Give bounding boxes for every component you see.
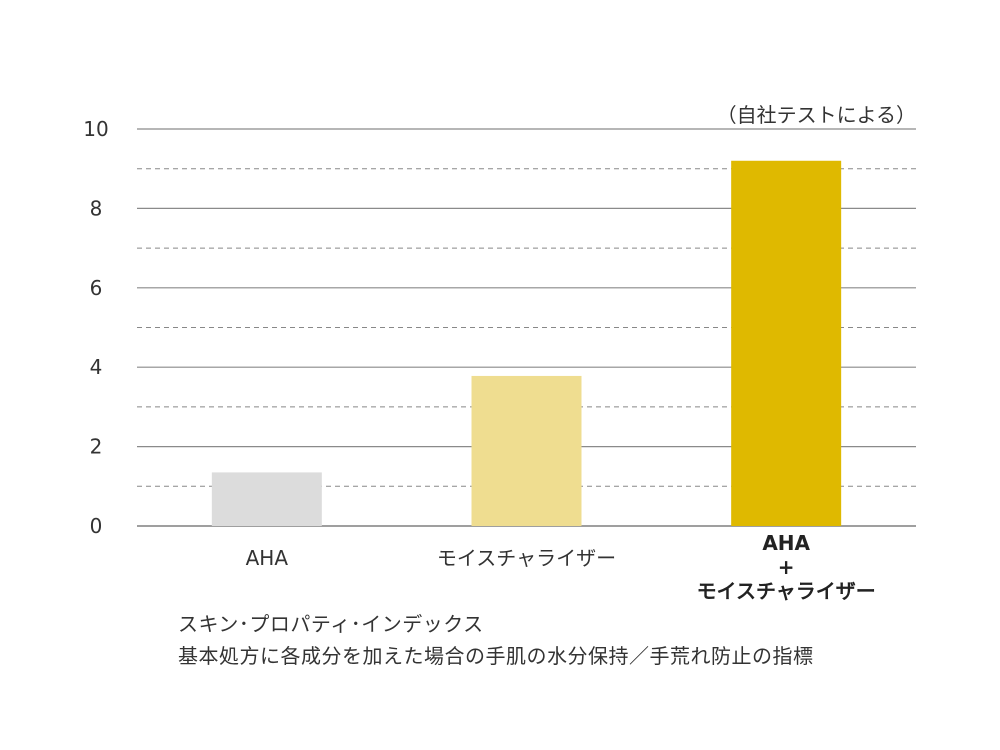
y-tick-label: 2 (90, 435, 103, 459)
y-tick-label: 8 (90, 196, 103, 220)
bar (731, 160, 842, 526)
bar (471, 375, 582, 526)
y-tick-label: 0 (90, 514, 103, 538)
caption-description: 基本処方に各成分を加えた場合の手肌の水分保持／手荒れ防止の指標 (178, 644, 814, 668)
bar-layer (211, 160, 842, 526)
chart-note: （自社テストによる） (717, 103, 916, 127)
x-category-label: AHA (246, 546, 289, 570)
y-tick-label: 4 (90, 355, 103, 379)
bar (211, 472, 322, 526)
x-category-label: モイスチャライザー (437, 546, 616, 570)
x-category-label: + (778, 555, 795, 579)
y-tick-label: 6 (90, 276, 103, 300)
x-category-label: モイスチャライザー (697, 579, 876, 603)
x-category-label: AHA (762, 531, 810, 555)
y-tick-label: 10 (83, 117, 108, 141)
caption-title: スキン･プロパティ･インデックス (178, 612, 484, 636)
